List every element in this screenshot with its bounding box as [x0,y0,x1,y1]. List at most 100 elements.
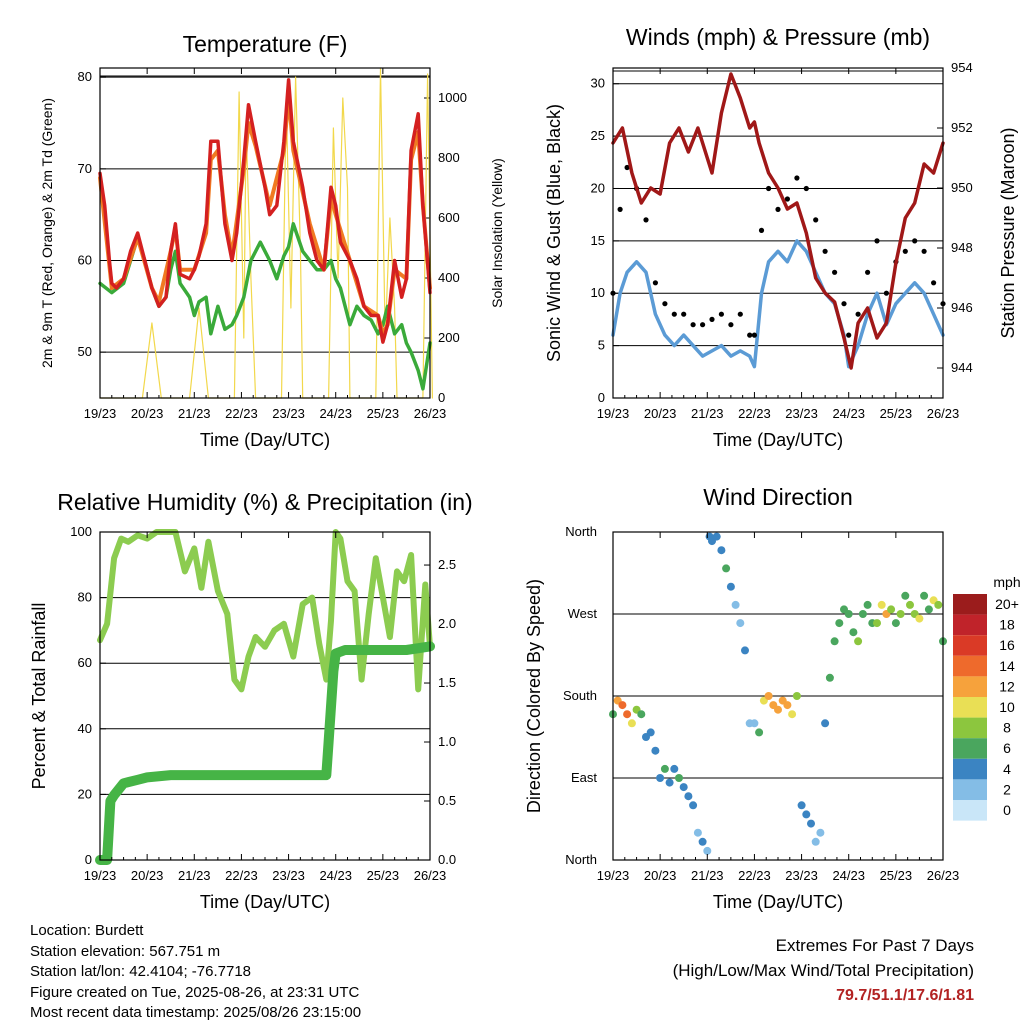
x-tick-label: 26/23 [927,406,960,421]
direction-point [689,801,698,810]
direction-point [849,628,858,637]
x-axis-label: Time (Day/UTC) [200,430,330,450]
x-tick-label: 20/23 [644,868,677,883]
direction-point [891,619,900,628]
y-tick-label: 10 [591,285,605,300]
extremes-values: 79.7/51.1/17.6/1.81 [836,987,974,1004]
direction-point [693,828,702,837]
x-tick-label: 19/23 [597,868,630,883]
y2-tick-label: 0 [438,390,445,405]
pressure-line [611,72,945,370]
legend-swatch [953,697,987,718]
x-tick-label: 20/23 [131,406,164,421]
direction-point [802,810,811,819]
y-axis-label: Percent & Total Rainfall [29,603,49,790]
direction-point [774,705,782,714]
gust-point [624,164,630,171]
y2-tick-label: 944 [951,360,973,375]
gust-point [931,280,937,286]
x-tick-label: 22/23 [738,868,771,883]
gust-point [709,316,715,322]
direction-point [764,692,773,700]
gust-point [874,238,880,244]
direction-point [792,692,801,700]
legend-label: 2 [1003,781,1011,797]
direction-point [741,646,749,655]
direction-point [660,764,669,773]
x-tick-label: 21/23 [178,868,211,883]
y-tick-label: 100 [70,524,92,539]
legend-swatch [953,655,987,677]
gust-point [813,217,819,223]
y2-tick-label: 1.5 [438,675,456,690]
x-tick-label: 24/23 [832,406,865,421]
x-tick-label: 22/23 [225,868,258,883]
x-tick-label: 20/23 [644,406,677,421]
gust-point [775,206,781,212]
y2-axis-label: Station Pressure (Maroon) [998,127,1018,338]
x-tick-label: 26/23 [927,868,960,883]
legend-swatch [953,800,987,821]
direction-point [807,819,815,828]
gust-point [747,332,753,338]
y2-tick-label: 952 [951,120,973,135]
y2-tick-label: 950 [951,180,973,195]
station-elevation: Station elevation: 567.751 m [30,942,221,960]
x-tick-label: 20/23 [131,868,164,883]
y-tick-label: 50 [78,344,92,359]
y-tick-label: 60 [78,655,92,670]
y-tick-label: West [568,606,598,621]
y2-tick-label: 948 [951,240,973,255]
direction-point [821,719,830,728]
gust-point [758,227,765,233]
direction-point [755,728,764,737]
gust-point [794,175,800,181]
plot-frame [99,67,431,399]
temp-2m-line [98,78,432,344]
recent-timestamp: Most recent data timestamp: 2025/08/26 2… [30,1004,362,1021]
gust-point [766,185,772,192]
chart-title: Winds (mph) & Pressure (mb) [626,24,930,50]
gust-point [803,185,809,192]
direction-point [915,614,924,623]
x-tick-label: 25/23 [880,406,913,421]
y-tick-label: 60 [78,253,92,268]
y2-tick-label: 0.0 [438,852,456,867]
direction-point [877,600,886,609]
direction-point [811,837,820,846]
y-tick-label: 5 [598,338,605,353]
y-tick-label: North [565,524,597,539]
x-axis-label: Time (Day/UTC) [200,892,330,912]
dewpoint-line [98,222,432,391]
gust-point [841,301,847,307]
gust-point [751,332,758,338]
legend-label: 4 [1003,761,1011,777]
gust-point [912,238,918,244]
y-tick-label: 25 [591,128,605,143]
y2-tick-label: 954 [951,60,973,75]
gust-point [652,280,659,286]
direction-point [698,837,707,846]
gust-point [832,269,838,275]
legend-label: 16 [999,637,1015,653]
gust-point [822,248,828,254]
x-tick-label: 25/23 [880,868,913,883]
gust-point [728,322,734,328]
x-tick-label: 21/23 [691,406,724,421]
direction-point [858,610,867,618]
x-tick-label: 23/23 [272,868,305,883]
direction-point [816,828,825,837]
direction-point [783,701,792,710]
legend-swatch [953,676,987,697]
x-tick-label: 23/23 [785,868,818,883]
direction-point [830,637,839,646]
direction-point [835,619,844,628]
extremes-subtitle: (High/Low/Max Wind/Total Precipitation) [672,961,974,980]
x-tick-label: 24/23 [832,868,865,883]
x-tick-label: 23/23 [785,406,818,421]
direction-point [920,591,929,600]
direction-point [679,783,688,792]
y-tick-label: 80 [78,69,92,84]
y2-tick-label: 2.5 [438,557,456,572]
